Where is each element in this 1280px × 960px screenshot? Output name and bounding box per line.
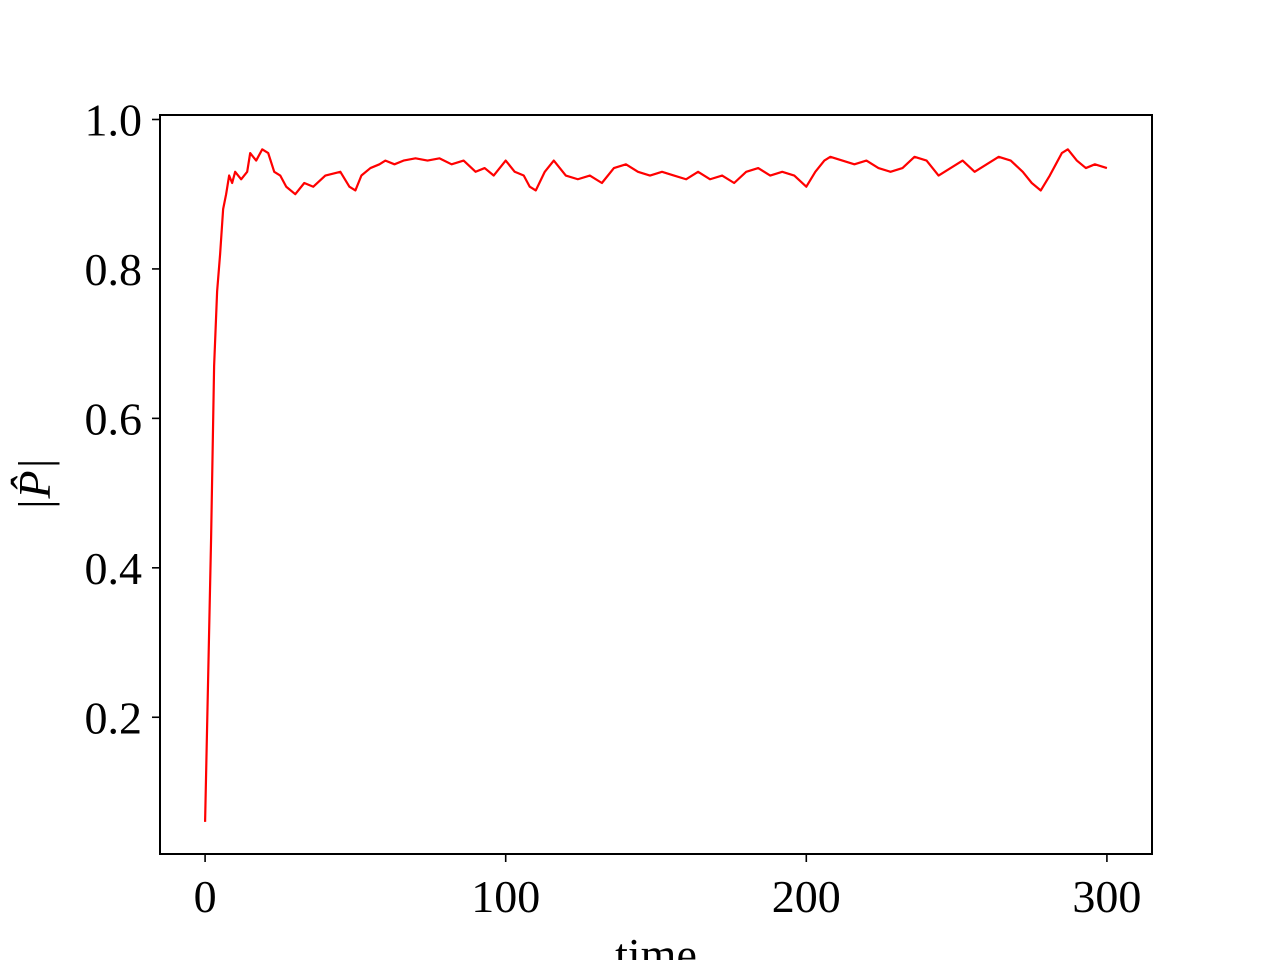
x-tick-label: 0 [194,871,217,922]
y-axis-label: |P̂| [9,458,60,511]
series-line-0 [203,148,1108,822]
y-tick-label: 0.8 [85,244,143,295]
y-tick-label: 0.2 [85,692,143,743]
y-tick-label: 0.6 [85,393,143,444]
series-layer [203,148,1108,822]
plot-frame [159,114,1153,855]
x-tick-label: 300 [1072,871,1141,922]
x-tick-label: 100 [471,871,540,922]
x-axis: 0 100 200 300 [194,854,1141,922]
y-tick-label: 1.0 [85,94,143,145]
y-axis: 0.2 0.4 0.6 0.8 1.0 [85,94,160,743]
x-tick-label: 200 [772,871,841,922]
x-axis-label: time [615,929,697,960]
y-tick-label: 0.4 [85,543,143,594]
